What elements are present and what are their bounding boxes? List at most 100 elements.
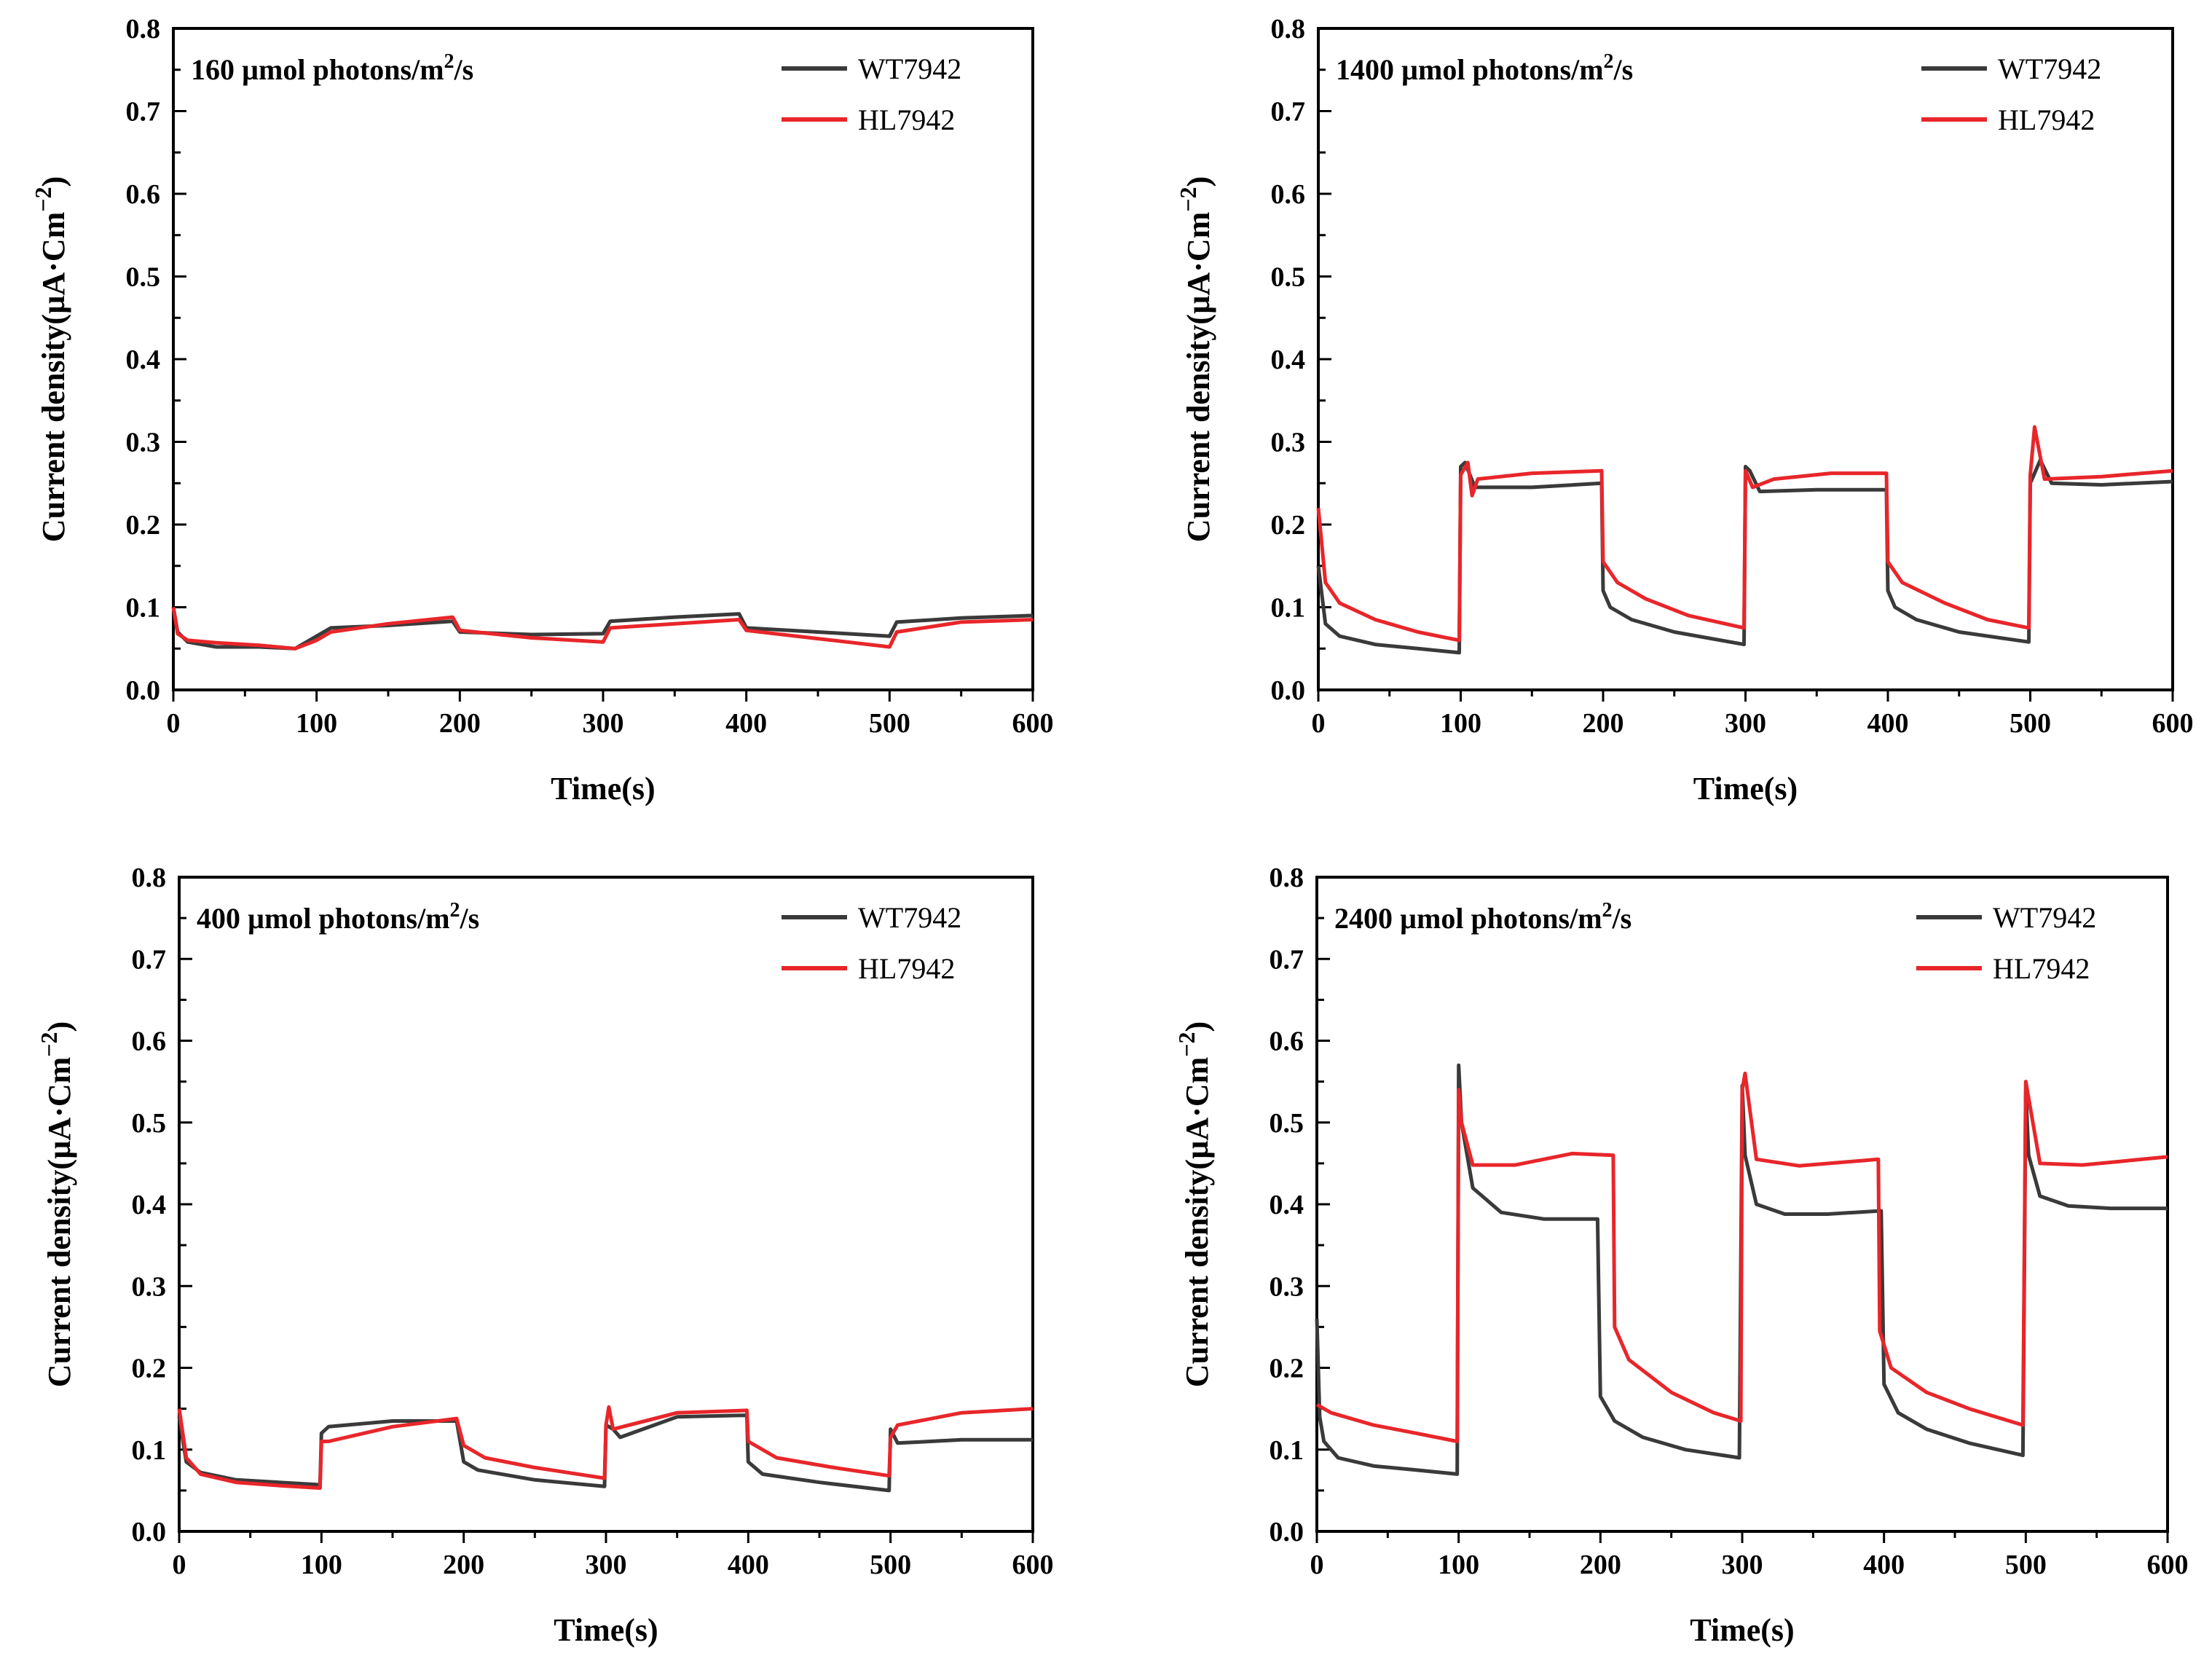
y-tick-label: 0.7 xyxy=(1271,97,1306,127)
legend-label-wt7942: WT7942 xyxy=(858,901,961,934)
y-tick-label: 0.3 xyxy=(132,1271,167,1302)
x-axis-title: Time(s) xyxy=(1690,1612,1794,1648)
y-tick-label: 0.5 xyxy=(1270,1108,1304,1139)
y-tick-label: 0.2 xyxy=(1270,1354,1304,1384)
panel-title: 2400 µmol photons/m2/s xyxy=(1334,899,1632,935)
x-tick-label: 0 xyxy=(173,1550,186,1580)
legend: WT7942 HL7942 xyxy=(1916,901,2096,985)
x-tick-label: 600 xyxy=(2147,1550,2189,1580)
panel-title-main: 400 µmol photons/m xyxy=(197,902,450,935)
y-tick-label: 0.6 xyxy=(1270,1027,1304,1057)
y-axis-title: Current density(µA·Cm−2) xyxy=(1173,1021,1215,1387)
x-tick-label: 100 xyxy=(1440,708,1481,739)
y-axis-title-exponent: −2 xyxy=(1173,1032,1200,1056)
chart-panel-2: 0.0 0.1 0.2 0.3 0.4 0.5 0.6 0.7 0.8 0 100 200 300 400… xyxy=(1175,14,2194,806)
y-tick-label: 0.1 xyxy=(1270,1435,1304,1466)
y-tick-label: 0.1 xyxy=(132,1435,167,1466)
legend-label-wt7942: WT7942 xyxy=(1998,52,2101,85)
legend-label-hl7942: HL7942 xyxy=(1998,103,2095,136)
x-tick-label: 300 xyxy=(1725,708,1766,739)
series-line-hl7942 xyxy=(1316,425,2173,643)
series-line-wt7942 xyxy=(177,1413,1033,1493)
x-tick-label: 0 xyxy=(1312,708,1326,739)
x-tick-label: 500 xyxy=(2005,1550,2047,1580)
x-tick-label: 400 xyxy=(1867,708,1909,739)
x-tick-label: 300 xyxy=(1722,1550,1763,1580)
panel-title: 1400 µmol photons/m2/s xyxy=(1336,50,1633,86)
y-tick-label: 0.7 xyxy=(132,944,167,975)
legend-label-wt7942: WT7942 xyxy=(858,52,961,85)
x-tick-label: 400 xyxy=(1863,1550,1905,1580)
x-tick-label: 200 xyxy=(443,1550,484,1580)
x-tick-label: 100 xyxy=(1438,1550,1479,1580)
y-axis-title-exponent: −2 xyxy=(36,1032,62,1056)
x-tick-label: 0 xyxy=(1310,1550,1324,1580)
y-tick-label: 0.3 xyxy=(1270,1271,1304,1302)
y-tick-label: 0.8 xyxy=(1271,14,1306,44)
y-tick-label: 0.6 xyxy=(132,1027,167,1057)
x-tick-label: 300 xyxy=(586,1550,627,1580)
y-axis-title-tail: ) xyxy=(42,1021,77,1032)
panel-title-tail: /s xyxy=(1613,53,1634,86)
chart-panel-1: 0.0 0.1 0.2 0.3 0.4 0.5 0.6 0.7 0.8 0 100 200 300 400… xyxy=(30,14,1054,806)
panel-title-exponent: 2 xyxy=(1602,899,1613,922)
legend-label-hl7942: HL7942 xyxy=(858,952,955,985)
legend-label-hl7942: HL7942 xyxy=(858,103,955,136)
x-tick-label: 500 xyxy=(870,1550,911,1580)
x-axis-title: Time(s) xyxy=(551,771,655,806)
y-axis-title: Current density(µA·Cm−2) xyxy=(36,1021,77,1387)
panel-title-tail: /s xyxy=(1612,902,1632,935)
y-axis-title: Current density(µA·Cm−2) xyxy=(1175,176,1216,542)
panel-title: 160 µmol photons/m2/s xyxy=(191,50,473,86)
y-axis-title-main: Current density(µA·Cm xyxy=(1179,1057,1215,1388)
chart-panel-3: 0.0 0.1 0.2 0.3 0.4 0.5 0.6 0.7 0.8 0 100 200 300 400… xyxy=(36,863,1054,1648)
y-tick-label: 0.8 xyxy=(126,14,161,44)
x-tick-label: 500 xyxy=(2010,708,2051,739)
x-tick-label: 0 xyxy=(167,708,181,739)
legend: WT7942 HL7942 xyxy=(1921,52,2101,136)
legend: WT7942 HL7942 xyxy=(782,901,961,985)
y-tick-label: 0.0 xyxy=(1270,1517,1304,1547)
y-tick-label: 0.5 xyxy=(1271,262,1306,293)
y-axis-title-exponent: −2 xyxy=(1175,187,1201,211)
y-axis-title-tail: ) xyxy=(36,176,71,187)
y-tick-label: 0.0 xyxy=(1271,675,1306,706)
x-tick-label: 200 xyxy=(439,708,481,739)
y-tick-label: 0.4 xyxy=(1270,1190,1304,1220)
series-line-hl7942 xyxy=(1315,1071,2168,1443)
y-tick-label: 0.0 xyxy=(132,1517,167,1547)
y-tick-label: 0.2 xyxy=(1271,510,1306,541)
y-tick-label: 0.3 xyxy=(126,428,161,458)
y-tick-label: 0.0 xyxy=(126,675,161,706)
y-axis-title-main: Current density(µA·Cm xyxy=(1181,212,1216,543)
x-axis-title: Time(s) xyxy=(554,1612,658,1648)
y-tick-label: 0.1 xyxy=(1271,593,1306,624)
y-axis-title-exponent: −2 xyxy=(30,187,56,211)
x-tick-label: 600 xyxy=(1012,1550,1054,1580)
series-line-wt7942 xyxy=(1316,458,2173,655)
x-tick-label: 100 xyxy=(296,708,337,739)
y-axis-title: Current density(µA·Cm−2) xyxy=(30,176,71,542)
x-axis-title: Time(s) xyxy=(1693,771,1798,806)
y-tick-label: 0.5 xyxy=(126,262,161,293)
y-tick-label: 0.8 xyxy=(1270,863,1304,893)
x-tick-label: 500 xyxy=(869,708,910,739)
x-tick-label: 300 xyxy=(583,708,624,739)
y-tick-label: 0.6 xyxy=(1271,179,1306,210)
y-tick-label: 0.4 xyxy=(1271,345,1306,375)
y-tick-label: 0.3 xyxy=(1271,428,1306,458)
x-tick-label: 200 xyxy=(1583,708,1624,739)
y-tick-label: 0.4 xyxy=(132,1190,167,1220)
y-tick-label: 0.7 xyxy=(1270,944,1304,975)
y-tick-label: 0.8 xyxy=(132,863,167,893)
y-tick-label: 0.2 xyxy=(132,1354,167,1384)
legend-label-wt7942: WT7942 xyxy=(1993,901,2096,934)
x-tick-label: 600 xyxy=(2152,708,2194,739)
x-tick-label: 100 xyxy=(301,1550,342,1580)
y-tick-label: 0.2 xyxy=(126,510,161,541)
series-line-hl7942 xyxy=(171,607,1034,651)
panel-title: 400 µmol photons/m2/s xyxy=(197,899,479,935)
x-tick-label: 600 xyxy=(1012,708,1054,739)
